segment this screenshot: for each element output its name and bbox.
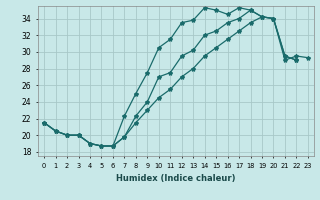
X-axis label: Humidex (Indice chaleur): Humidex (Indice chaleur) — [116, 174, 236, 184]
